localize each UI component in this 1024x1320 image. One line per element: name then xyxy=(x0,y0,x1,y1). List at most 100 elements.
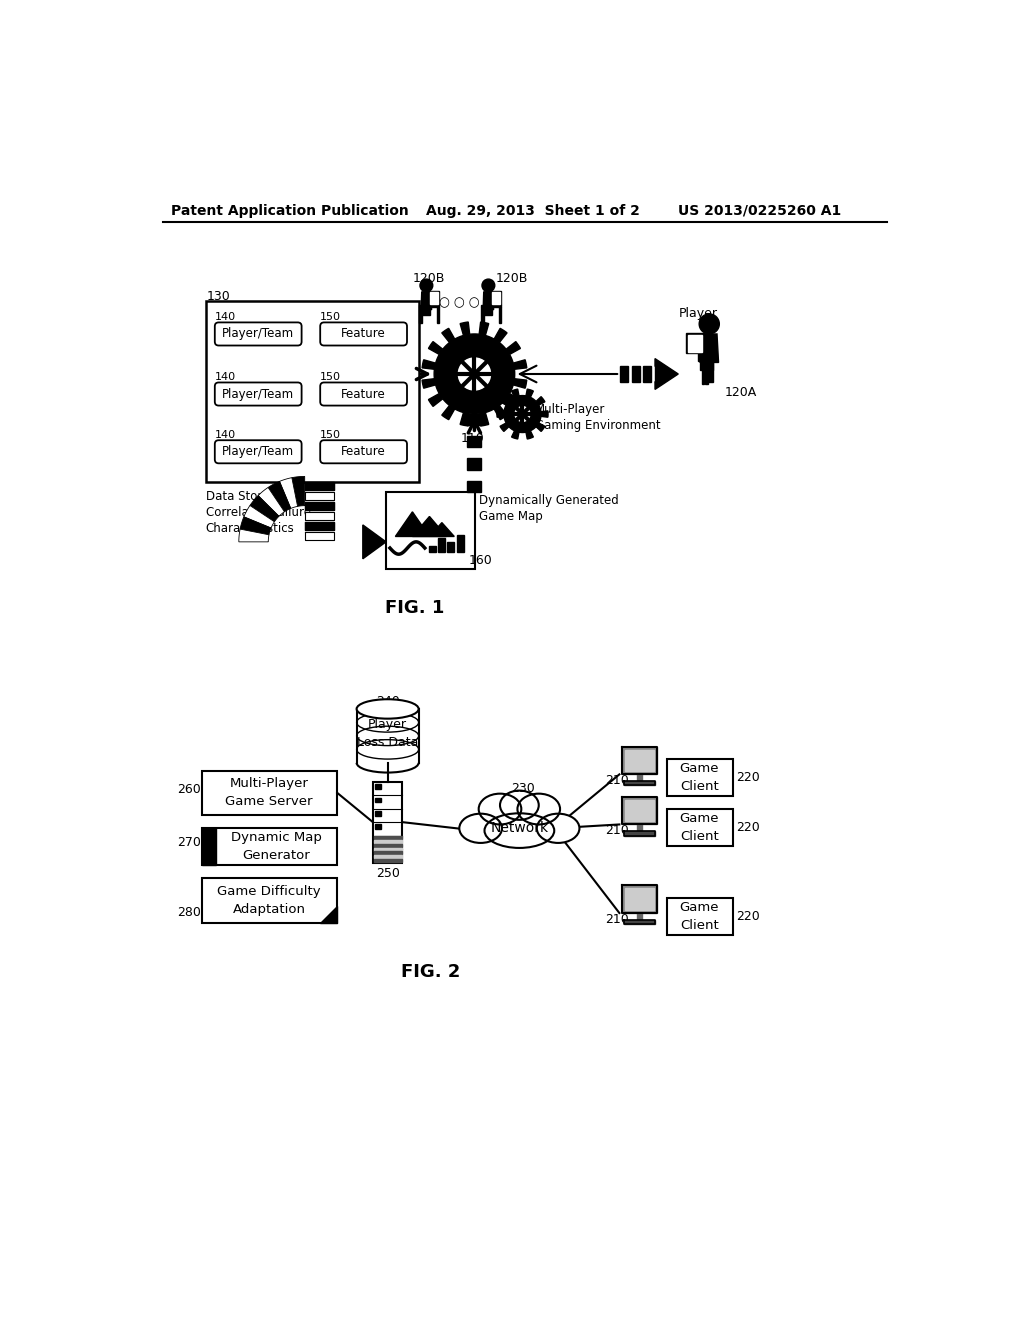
Text: 280: 280 xyxy=(177,906,201,919)
FancyBboxPatch shape xyxy=(321,383,407,405)
Text: Feature: Feature xyxy=(341,388,386,400)
Polygon shape xyxy=(643,367,651,381)
Polygon shape xyxy=(701,358,703,384)
Text: US 2013/0225260 A1: US 2013/0225260 A1 xyxy=(678,203,842,218)
Polygon shape xyxy=(655,359,678,389)
Text: 270: 270 xyxy=(177,837,201,850)
Polygon shape xyxy=(305,482,334,490)
Text: Game Difficulty
Adaptation: Game Difficulty Adaptation xyxy=(217,886,321,916)
Polygon shape xyxy=(422,322,526,426)
Polygon shape xyxy=(447,543,455,552)
Polygon shape xyxy=(292,477,305,507)
Polygon shape xyxy=(375,812,381,816)
Text: 220: 220 xyxy=(736,771,760,784)
Polygon shape xyxy=(250,495,279,521)
Polygon shape xyxy=(457,535,464,552)
Text: Network: Network xyxy=(490,821,549,836)
Bar xyxy=(667,759,732,796)
Text: Player/Team: Player/Team xyxy=(222,327,294,341)
Polygon shape xyxy=(483,310,492,315)
Polygon shape xyxy=(481,308,483,323)
Text: 110: 110 xyxy=(461,432,484,445)
Polygon shape xyxy=(413,516,446,536)
Text: Player: Player xyxy=(678,308,717,319)
Circle shape xyxy=(420,279,433,292)
Polygon shape xyxy=(430,293,438,304)
Polygon shape xyxy=(437,308,439,323)
Polygon shape xyxy=(625,800,654,821)
Polygon shape xyxy=(375,825,381,829)
Bar xyxy=(386,492,475,569)
Polygon shape xyxy=(493,293,500,304)
Ellipse shape xyxy=(484,813,554,847)
Text: Player/Team: Player/Team xyxy=(222,388,294,400)
Polygon shape xyxy=(637,913,642,920)
Polygon shape xyxy=(655,367,663,381)
Text: 220: 220 xyxy=(736,909,760,923)
Text: 150: 150 xyxy=(321,313,341,322)
Polygon shape xyxy=(239,529,269,543)
Text: Multi-Player
Game Server: Multi-Player Game Server xyxy=(225,777,312,808)
Ellipse shape xyxy=(517,793,560,825)
Text: Feature: Feature xyxy=(341,445,386,458)
Circle shape xyxy=(482,279,495,292)
Text: 210: 210 xyxy=(604,912,629,925)
Polygon shape xyxy=(637,825,642,832)
Polygon shape xyxy=(688,335,701,351)
Ellipse shape xyxy=(500,791,539,820)
Polygon shape xyxy=(625,832,654,836)
Polygon shape xyxy=(625,888,654,909)
Polygon shape xyxy=(467,458,481,470)
Polygon shape xyxy=(492,292,501,305)
Text: 150: 150 xyxy=(321,372,341,383)
Polygon shape xyxy=(622,797,657,825)
Ellipse shape xyxy=(356,700,419,718)
Polygon shape xyxy=(202,829,216,866)
Text: Player
Loss Data: Player Loss Data xyxy=(357,718,419,748)
Bar xyxy=(667,809,732,846)
Text: 150: 150 xyxy=(321,430,341,440)
Bar xyxy=(373,781,402,863)
Polygon shape xyxy=(374,859,401,862)
Text: FIG. 1: FIG. 1 xyxy=(385,599,444,616)
Polygon shape xyxy=(244,506,274,528)
Polygon shape xyxy=(700,334,719,363)
Bar xyxy=(202,878,337,923)
Circle shape xyxy=(699,314,719,334)
Polygon shape xyxy=(362,525,386,558)
Polygon shape xyxy=(375,838,381,843)
Bar xyxy=(667,898,732,935)
Polygon shape xyxy=(625,750,654,771)
Polygon shape xyxy=(686,333,703,354)
Polygon shape xyxy=(374,847,401,850)
FancyBboxPatch shape xyxy=(321,322,407,346)
Polygon shape xyxy=(305,521,334,531)
Polygon shape xyxy=(621,367,628,381)
Polygon shape xyxy=(622,747,657,775)
FancyBboxPatch shape xyxy=(215,383,302,405)
Polygon shape xyxy=(258,487,285,516)
Polygon shape xyxy=(467,480,481,492)
Ellipse shape xyxy=(537,813,580,843)
Text: ○ ○ ○: ○ ○ ○ xyxy=(439,296,480,309)
Text: 120B: 120B xyxy=(496,272,528,285)
Polygon shape xyxy=(483,292,494,310)
Polygon shape xyxy=(429,292,439,305)
Polygon shape xyxy=(622,886,657,913)
Ellipse shape xyxy=(478,793,521,825)
Polygon shape xyxy=(374,836,401,840)
Polygon shape xyxy=(375,797,381,803)
Text: Patent Application Publication: Patent Application Publication xyxy=(171,203,409,218)
Text: 140: 140 xyxy=(215,430,236,440)
Polygon shape xyxy=(632,367,640,381)
Text: 140: 140 xyxy=(215,372,236,383)
Polygon shape xyxy=(268,482,291,512)
Text: 220: 220 xyxy=(736,821,760,834)
Text: 240: 240 xyxy=(376,696,399,708)
Polygon shape xyxy=(497,389,548,440)
Bar xyxy=(202,829,337,866)
Polygon shape xyxy=(421,310,430,315)
Text: Dynamic Map
Generator: Dynamic Map Generator xyxy=(230,832,322,862)
Circle shape xyxy=(515,407,529,421)
Polygon shape xyxy=(438,539,445,552)
